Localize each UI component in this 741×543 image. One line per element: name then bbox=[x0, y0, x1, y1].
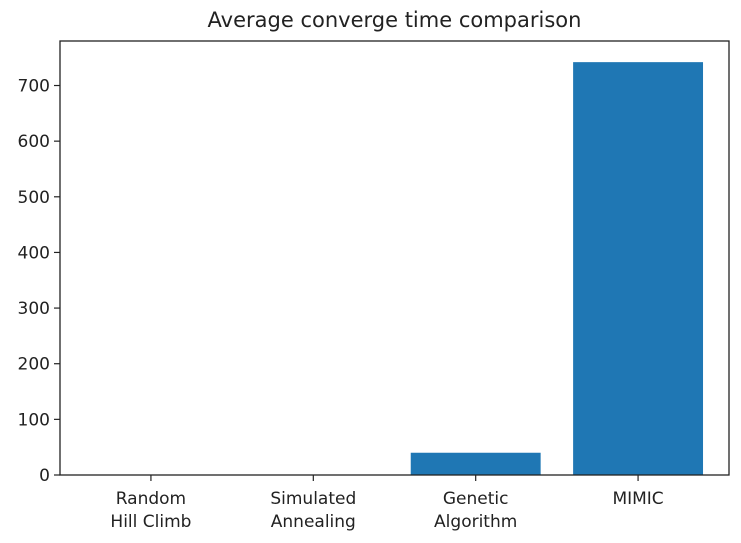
y-tick-label: 600 bbox=[18, 132, 50, 152]
y-tick-label: 500 bbox=[18, 188, 50, 208]
x-tick-label: Simulated Annealing bbox=[270, 489, 356, 532]
x-tick-label: MIMIC bbox=[612, 489, 663, 509]
y-tick-label: 200 bbox=[18, 355, 50, 375]
y-tick-label: 100 bbox=[18, 410, 50, 430]
y-axis-ticks: 0 100 200 300 400 500 600 700 bbox=[18, 77, 60, 486]
plot-frame bbox=[59, 40, 730, 476]
x-tick-label: Random Hill Climb bbox=[110, 489, 191, 532]
x-axis-ticks: Random Hill Climb Simulated Annealing Geneti… bbox=[110, 475, 664, 532]
y-tick-label: 700 bbox=[18, 77, 50, 97]
y-tick-label: 300 bbox=[18, 299, 50, 319]
bar bbox=[573, 62, 704, 476]
chart-title: Average converge time comparison bbox=[208, 8, 582, 32]
y-tick-label: 0 bbox=[39, 466, 50, 486]
x-tick-label: Genetic Algorithm bbox=[434, 489, 517, 532]
bars bbox=[85, 62, 704, 476]
bar bbox=[410, 452, 541, 475]
y-tick-label: 400 bbox=[18, 243, 50, 263]
